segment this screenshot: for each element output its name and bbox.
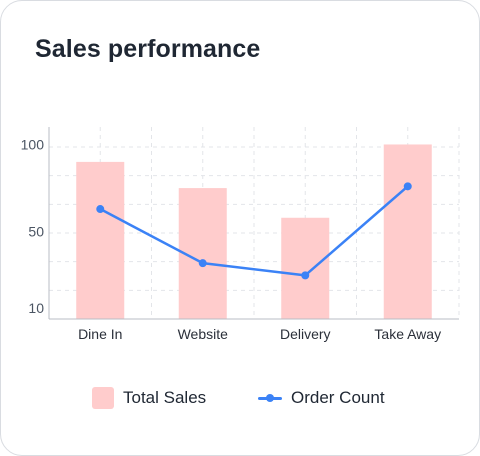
legend-label-order-count: Order Count <box>291 388 385 407</box>
x-tick-label: Website <box>178 326 229 342</box>
x-tick-label: Delivery <box>280 326 331 342</box>
y-tick-layer: 10 50 100 <box>21 136 45 316</box>
chart-legend: Total Sales Order Count <box>0 384 480 412</box>
line-point <box>96 205 105 214</box>
legend-label-total-sales: Total Sales <box>123 388 207 407</box>
line-point <box>403 182 412 191</box>
legend-item-order-count[interactable]: Order Count <box>258 384 385 412</box>
x-tick-label: Take Away <box>374 326 441 342</box>
y-tick-label: 50 <box>28 224 44 240</box>
y-tick-label: 10 <box>28 300 44 316</box>
line-layer <box>96 182 412 280</box>
line-point <box>301 271 310 280</box>
bar <box>383 144 432 319</box>
bar <box>281 217 330 319</box>
legend-item-total-sales[interactable]: Total Sales <box>92 384 206 412</box>
bars-layer <box>76 144 432 319</box>
x-tick-layer: Dine In Website Delivery Take Away <box>78 326 441 342</box>
series-line <box>99 185 409 277</box>
y-tick-label: 100 <box>21 136 45 152</box>
x-tick-label: Dine In <box>78 326 122 342</box>
legend-swatch-line-icon <box>258 387 282 409</box>
legend-swatch-bar-icon <box>92 387 114 409</box>
bar <box>76 161 125 319</box>
axes-layer <box>48 127 459 320</box>
line-point <box>198 259 207 268</box>
chart-title: Sales performance <box>35 35 261 63</box>
